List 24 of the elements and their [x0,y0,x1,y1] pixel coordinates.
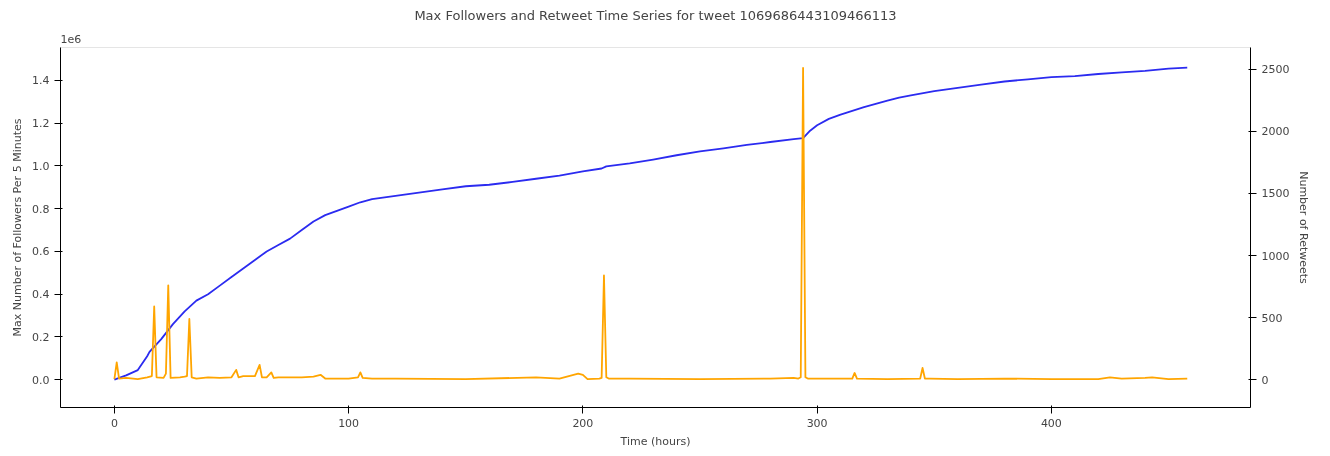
y-tick-label: 1.4 [32,74,50,88]
y-tick-label: 0.2 [32,330,50,344]
x-tick-label: 400 [1040,416,1062,430]
y2-tick-label: 0 [1261,373,1269,387]
chart-title: Max Followers and Retweet Time Series for tweet 1069686443109466113 [414,7,897,23]
y-tick-label: 1.0 [32,159,50,173]
x-tick-label: 200 [572,416,594,430]
x-axis-title: Time (hours) [619,434,691,448]
y-axis-title: Max Number of Followers Per 5 Minutes [11,118,25,337]
x-tick-label: 0 [110,416,118,430]
y2-axis-title: Number of Retweets [1297,171,1311,285]
y2-tick-label: 1000 [1261,249,1290,263]
x-tick-label: 100 [338,416,360,430]
y2-tick-label: 500 [1261,311,1283,325]
y-tick-label: 0.0 [32,373,50,387]
y2-tick-label: 1500 [1261,187,1290,201]
y2-tick-label: 2000 [1261,125,1290,139]
y2-tick-label: 2500 [1261,63,1290,77]
x-tick-label: 300 [806,416,828,430]
text: 1e6 [60,32,82,46]
y-tick-label: 0.6 [32,245,50,259]
y-tick-label: 0.8 [32,202,50,216]
y-tick-label: 1.2 [32,117,50,131]
y-tick-label: 0.4 [32,288,50,302]
